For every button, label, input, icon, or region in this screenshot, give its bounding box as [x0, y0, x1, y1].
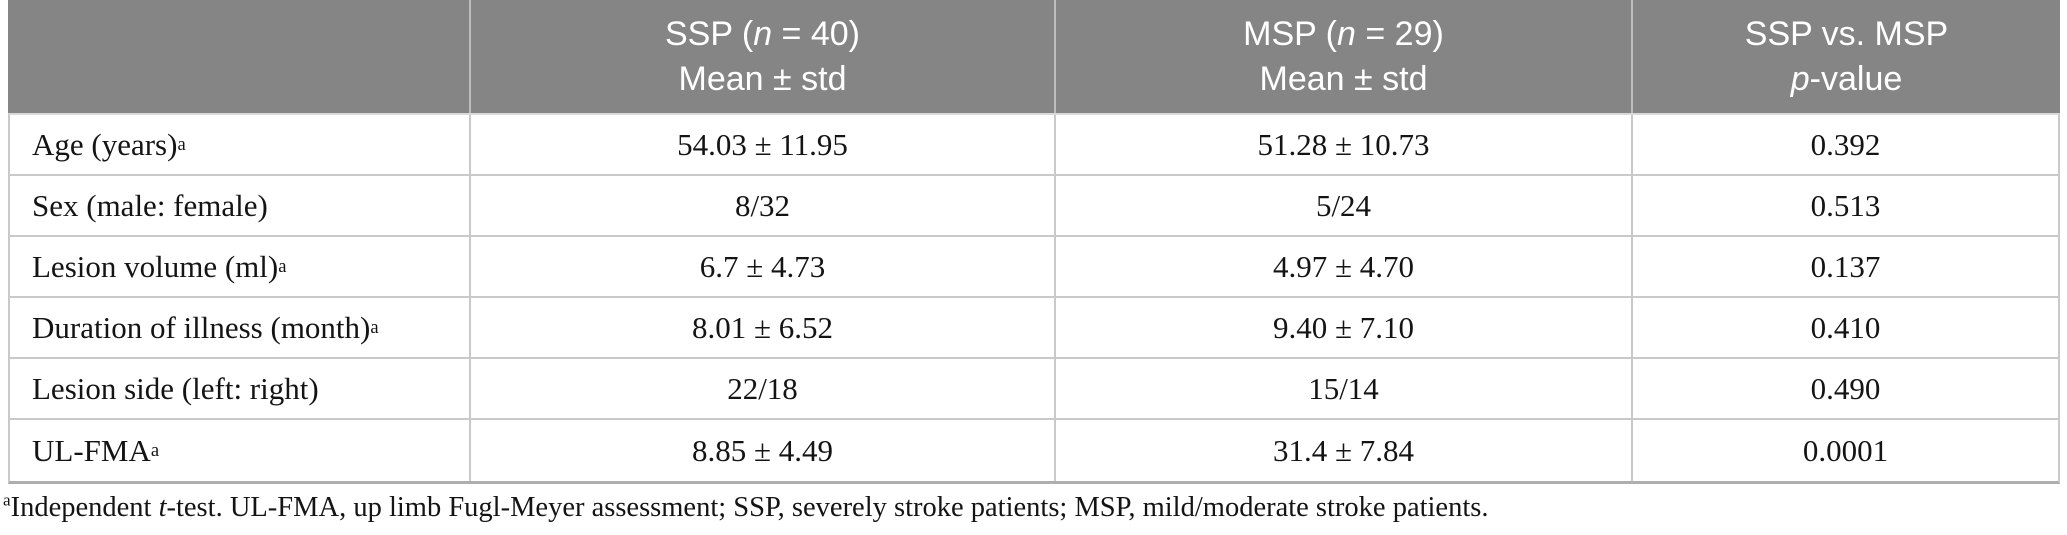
demographics-table: SSP (n = 40) Mean ± std MSP (n = 29) Mea…	[8, 0, 2060, 484]
table-header-row: SSP (n = 40) Mean ± std MSP (n = 29) Mea…	[8, 0, 2060, 113]
p-value: 0.137	[1810, 248, 1881, 284]
ssp-value: 8.01 ± 6.52	[471, 298, 1056, 357]
header-pvalue-line1: SSP vs. MSP	[1744, 14, 1949, 53]
header-ssp-line1: SSP (n = 40)	[665, 12, 860, 57]
ssp-value: 6.7 ± 4.73	[471, 237, 1056, 296]
header-cell-ssp: SSP (n = 40) Mean ± std	[471, 0, 1056, 113]
footnote-text-2: -test. UL-FMA, up limb Fugl-Meyer assess…	[166, 492, 1489, 523]
msp-value: 31.4 ± 7.84	[1056, 420, 1633, 481]
header-ssp-n-italic: n	[753, 14, 773, 53]
footnote-sup-marker: a	[3, 490, 11, 510]
header-msp-suffix: = 29)	[1355, 14, 1444, 53]
header-msp-prefix: MSP (	[1243, 14, 1338, 53]
header-cell-pvalue: SSP vs. MSP p-value	[1633, 0, 2060, 113]
header-pvalue-suffix: -value	[1809, 59, 1903, 98]
ssp-value: 8/32	[471, 176, 1056, 235]
header-cell-stub	[8, 0, 471, 113]
row-label-text: Age (years)	[32, 126, 178, 162]
header-pvalue-line2: p-value	[1791, 57, 1903, 102]
p-value: 0.410	[1810, 309, 1881, 345]
table-row-lesion-volume: Lesion volume (ml) a 6.7 ± 4.73 4.97 ± 4.…	[10, 237, 2058, 298]
table-row-sex: Sex (male: female) 8/32 5/24 0.513	[10, 176, 2058, 237]
p-value: 0.392	[1810, 126, 1881, 162]
msp-value: 15/14	[1056, 359, 1633, 418]
row-label: Duration of illness (month) a	[10, 298, 471, 357]
footnote-t-italic: t	[158, 492, 167, 523]
header-msp-line2: Mean ± std	[1259, 59, 1428, 98]
row-label: Lesion side (left: right)	[10, 359, 471, 418]
ssp-value: 54.03 ± 11.95	[471, 115, 1056, 174]
row-label: Sex (male: female)	[10, 176, 471, 235]
row-label: Lesion volume (ml) a	[10, 237, 471, 296]
row-label-text: Duration of illness (month)	[32, 309, 371, 345]
msp-value: 51.28 ± 10.73	[1056, 115, 1633, 174]
header-ssp-prefix: SSP (	[665, 14, 754, 53]
ssp-value: 22/18	[471, 359, 1056, 418]
row-label-text: Lesion volume (ml)	[32, 248, 279, 284]
ssp-value: 8.85 ± 4.49	[471, 420, 1056, 481]
p-value: 0.0001	[1802, 432, 1889, 468]
msp-value: 4.97 ± 4.70	[1056, 237, 1633, 296]
row-label-text: Sex (male: female)	[32, 187, 268, 223]
header-msp-line1: MSP (n = 29)	[1243, 12, 1444, 57]
p-value: 0.513	[1810, 187, 1881, 223]
p-value: 0.490	[1810, 370, 1881, 406]
table-row-lesion-side: Lesion side (left: right) 22/18 15/14 0.…	[10, 359, 2058, 420]
row-label: UL-FMA a	[10, 420, 471, 481]
header-ssp-suffix: = 40)	[772, 14, 860, 53]
header-ssp-line2: Mean ± std	[678, 59, 847, 98]
table-row-age: Age (years) a 54.03 ± 11.95 51.28 ± 10.73…	[10, 115, 2058, 176]
table-footnote: aIndependent t-test. UL-FMA, up limb Fug…	[3, 490, 1489, 524]
row-label-text: UL-FMA	[32, 432, 151, 468]
header-cell-msp: MSP (n = 29) Mean ± std	[1056, 0, 1633, 113]
row-label-text: Lesion side (left: right)	[32, 370, 319, 406]
header-p-italic: p	[1790, 59, 1810, 98]
table-row-duration: Duration of illness (month) a 8.01 ± 6.52…	[10, 298, 2058, 359]
footnote-text-1: Independent	[10, 492, 159, 523]
header-msp-n-italic: n	[1337, 14, 1356, 53]
table-body: Age (years) a 54.03 ± 11.95 51.28 ± 10.73…	[8, 113, 2060, 484]
table-row-ulfma: UL-FMA a 8.85 ± 4.49 31.4 ± 7.84 0.0001	[10, 420, 2058, 481]
msp-value: 5/24	[1056, 176, 1633, 235]
row-label: Age (years) a	[10, 115, 471, 174]
msp-value: 9.40 ± 7.10	[1056, 298, 1633, 357]
